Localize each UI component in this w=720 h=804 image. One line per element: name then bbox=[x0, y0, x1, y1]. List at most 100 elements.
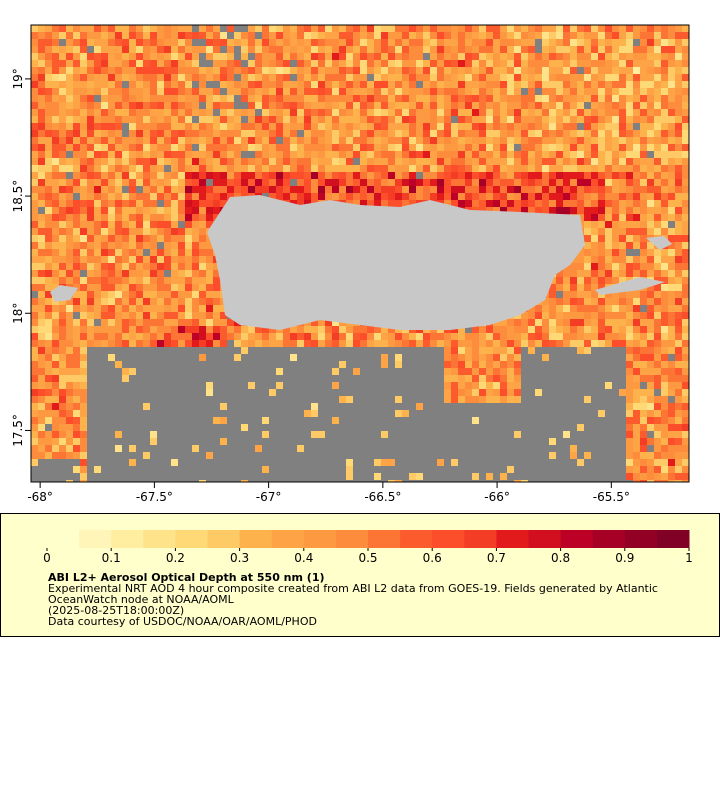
raster-cell bbox=[262, 60, 269, 67]
raster-cell bbox=[640, 158, 647, 165]
raster-cell bbox=[353, 95, 360, 102]
raster-cell bbox=[318, 347, 325, 354]
raster-cell bbox=[668, 312, 675, 319]
raster-cell bbox=[507, 375, 514, 382]
raster-cell bbox=[248, 123, 255, 130]
raster-cell bbox=[402, 375, 409, 382]
raster-cell bbox=[409, 74, 416, 81]
raster-cell bbox=[318, 382, 325, 389]
raster-cell bbox=[605, 368, 612, 375]
raster-cell bbox=[444, 95, 451, 102]
raster-cell bbox=[654, 95, 661, 102]
raster-cell bbox=[52, 81, 59, 88]
raster-cell bbox=[220, 137, 227, 144]
raster-cell bbox=[129, 368, 136, 375]
raster-cell bbox=[682, 123, 689, 130]
raster-cell bbox=[87, 102, 94, 109]
raster-cell bbox=[591, 298, 598, 305]
raster-cell bbox=[199, 151, 206, 158]
raster-cell bbox=[241, 67, 248, 74]
raster-cell bbox=[108, 389, 115, 396]
raster-cell bbox=[591, 263, 598, 270]
raster-cell bbox=[164, 179, 171, 186]
raster-cell bbox=[192, 340, 199, 347]
raster-cell bbox=[549, 361, 556, 368]
raster-cell bbox=[269, 179, 276, 186]
raster-cell bbox=[612, 81, 619, 88]
raster-cell bbox=[164, 123, 171, 130]
raster-cell bbox=[318, 151, 325, 158]
raster-cell bbox=[185, 67, 192, 74]
raster-cell bbox=[59, 123, 66, 130]
raster-cell bbox=[80, 60, 87, 67]
raster-cell bbox=[500, 200, 507, 207]
raster-cell bbox=[605, 242, 612, 249]
raster-cell bbox=[626, 137, 633, 144]
raster-cell bbox=[332, 326, 339, 333]
raster-cell bbox=[87, 172, 94, 179]
raster-cell bbox=[675, 179, 682, 186]
raster-cell bbox=[101, 179, 108, 186]
raster-cell bbox=[612, 144, 619, 151]
raster-cell bbox=[108, 256, 115, 263]
raster-cell bbox=[122, 270, 129, 277]
raster-cell bbox=[45, 298, 52, 305]
raster-cell bbox=[647, 123, 654, 130]
raster-cell bbox=[493, 389, 500, 396]
raster-cell bbox=[402, 25, 409, 32]
raster-cell bbox=[38, 32, 45, 39]
raster-cell bbox=[556, 32, 563, 39]
raster-cell bbox=[542, 382, 549, 389]
raster-cell bbox=[619, 151, 626, 158]
raster-cell bbox=[605, 200, 612, 207]
raster-cell bbox=[213, 179, 220, 186]
raster-cell bbox=[542, 165, 549, 172]
raster-cell bbox=[213, 88, 220, 95]
raster-cell bbox=[143, 326, 150, 333]
raster-cell bbox=[465, 67, 472, 74]
raster-cell bbox=[668, 39, 675, 46]
raster-cell bbox=[143, 389, 150, 396]
raster-cell bbox=[101, 165, 108, 172]
raster-cell bbox=[332, 333, 339, 340]
raster-cell bbox=[409, 123, 416, 130]
raster-cell bbox=[38, 123, 45, 130]
raster-cell bbox=[633, 207, 640, 214]
raster-cell bbox=[66, 382, 73, 389]
raster-cell bbox=[339, 144, 346, 151]
raster-cell bbox=[248, 333, 255, 340]
raster-cell bbox=[108, 74, 115, 81]
raster-cell bbox=[346, 102, 353, 109]
raster-cell bbox=[220, 333, 227, 340]
raster-cell bbox=[227, 95, 234, 102]
raster-cell bbox=[171, 368, 178, 375]
raster-cell bbox=[472, 130, 479, 137]
raster-cell bbox=[346, 88, 353, 95]
raster-cell bbox=[101, 53, 108, 60]
raster-cell bbox=[206, 193, 213, 200]
raster-cell bbox=[423, 95, 430, 102]
raster-cell bbox=[115, 137, 122, 144]
raster-cell bbox=[101, 25, 108, 32]
raster-cell bbox=[339, 130, 346, 137]
raster-cell bbox=[584, 249, 591, 256]
raster-cell bbox=[353, 382, 360, 389]
raster-cell bbox=[570, 81, 577, 88]
raster-cell bbox=[661, 270, 668, 277]
raster-cell bbox=[367, 326, 374, 333]
raster-cell bbox=[66, 25, 73, 32]
raster-cell bbox=[402, 382, 409, 389]
raster-cell bbox=[178, 158, 185, 165]
raster-cell bbox=[325, 144, 332, 151]
raster-cell bbox=[437, 151, 444, 158]
raster-cell bbox=[94, 249, 101, 256]
raster-cell bbox=[157, 242, 164, 249]
raster-cell bbox=[108, 88, 115, 95]
raster-cell bbox=[528, 368, 535, 375]
raster-cell bbox=[255, 375, 262, 382]
raster-cell bbox=[38, 249, 45, 256]
raster-cell bbox=[493, 88, 500, 95]
raster-cell bbox=[38, 186, 45, 193]
raster-cell bbox=[409, 193, 416, 200]
raster-cell bbox=[108, 396, 115, 403]
